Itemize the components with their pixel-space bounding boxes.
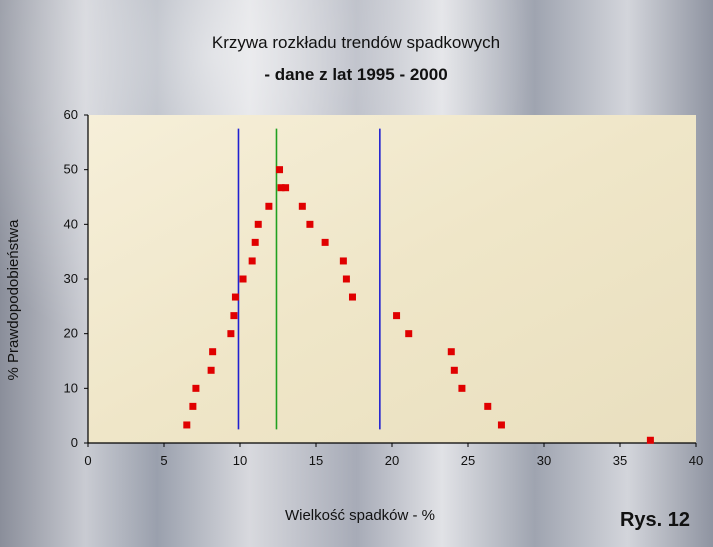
reference-lines (237, 128, 381, 430)
x-tick-label: 0 (84, 453, 91, 468)
x-axis-label: Wielkość spadków - % (285, 507, 435, 524)
y-tick-label: 10 (64, 380, 78, 395)
data-point (230, 312, 238, 320)
data-point (265, 202, 273, 210)
data-point (450, 366, 458, 374)
y-tick-label: 30 (64, 271, 78, 286)
data-point (646, 436, 654, 444)
data-point (248, 257, 256, 265)
x-tick-labels: 0 5 10 15 20 25 30 35 40 (84, 443, 703, 468)
data-point (405, 330, 413, 338)
data-point (497, 421, 505, 429)
data-point (277, 184, 285, 192)
data-point (298, 202, 306, 210)
x-tick-label: 20 (385, 453, 399, 468)
data-point (458, 384, 466, 392)
data-point (227, 330, 235, 338)
data-point (254, 220, 262, 228)
data-point (231, 293, 239, 301)
data-point (192, 384, 200, 392)
x-tick-label: 30 (537, 453, 551, 468)
data-point (339, 257, 347, 265)
data-point (209, 348, 217, 356)
y-tick-label: 50 (64, 162, 78, 177)
data-point (321, 238, 329, 246)
x-tick-label: 25 (461, 453, 475, 468)
data-point (207, 366, 215, 374)
data-points (183, 166, 654, 444)
chart-title-line2: - dane z lat 1995 - 2000 (264, 65, 447, 84)
data-point (239, 275, 247, 283)
x-tick-label: 10 (233, 453, 247, 468)
figure-label: Rys. 12 (620, 509, 690, 531)
plot-area (88, 115, 696, 443)
y-tick-label: 60 (64, 107, 78, 122)
x-tick-label: 5 (160, 453, 167, 468)
data-point (484, 402, 492, 410)
chart-title-line1: Krzywa rozkładu trendów spadkowych (212, 33, 500, 52)
y-tick-label: 20 (64, 326, 78, 341)
data-point (342, 275, 350, 283)
data-point (189, 402, 197, 410)
x-tick-label: 15 (309, 453, 323, 468)
y-tick-label: 40 (64, 216, 78, 231)
data-point (276, 166, 284, 174)
x-tick-label: 40 (689, 453, 703, 468)
data-point (251, 238, 259, 246)
data-point (447, 348, 455, 356)
data-point (282, 184, 290, 192)
y-tick-labels: 0 10 20 30 40 50 60 (64, 107, 88, 450)
data-point (348, 293, 356, 301)
y-axis-label: % Prawdopodobieństwa (5, 219, 22, 381)
data-point (393, 312, 401, 320)
data-point (183, 421, 191, 429)
y-tick-label: 0 (71, 435, 78, 450)
x-tick-label: 35 (613, 453, 627, 468)
data-point (306, 220, 314, 228)
